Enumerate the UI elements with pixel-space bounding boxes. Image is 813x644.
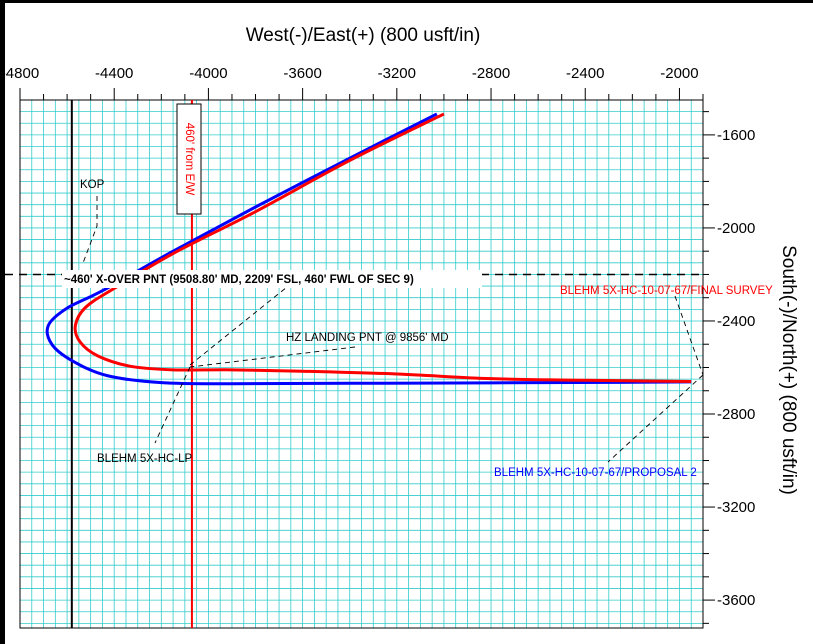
y-axis-title: South(-)/North(+) (800 usft/in) [778, 245, 799, 495]
final-survey-label: BLEHM 5X-HC-10-07-67/FINAL SURVEY [560, 285, 773, 297]
plot-frame [19, 99, 704, 629]
crossover-label: ~460' X-OVER PNT (9508.80' MD, 2209' FSL… [64, 274, 414, 286]
setback-label-text: 460' from E/W [183, 123, 195, 196]
x-tick-label: -3200 [378, 65, 416, 82]
x-tick-label: -4000 [189, 65, 227, 82]
y-tick-label: -3200 [717, 499, 755, 516]
x-tick-label: -4800 [1, 65, 39, 82]
y-tick-label: -1600 [717, 127, 755, 144]
x-axis-title: West(-)/East(+) (800 usft/in) [246, 25, 481, 46]
left-edge [0, 0, 5, 644]
x-tick-label: -2400 [566, 65, 604, 82]
final-survey-series-line [73, 112, 692, 383]
top-edge [0, 0, 813, 3]
proposal-label: BLEHM 5X-HC-10-07-67/PROPOSAL 2 [494, 467, 697, 479]
y-tick-label: -3600 [717, 592, 755, 609]
annotation-leader [607, 374, 704, 463]
landing-point-label: HZ LANDING PNT @ 9856' MD [286, 332, 449, 344]
x-tick-label: -3600 [283, 65, 321, 82]
x-tick-label: -2000 [660, 65, 698, 82]
crossover-label-bg [62, 270, 482, 288]
series [45, 112, 692, 386]
proposal-series-line [45, 112, 692, 386]
annotation-leader [154, 366, 191, 444]
annotation-leader [674, 295, 704, 376]
tick-labels: -4800 -4400 -4000 -3600 -3200 -2800 -2400 -2000… [1, 65, 756, 609]
axis-ticks [19, 88, 715, 624]
kop-label: KOP [80, 179, 105, 191]
x-tick-label: -4400 [95, 65, 133, 82]
annotation-leader [189, 282, 293, 366]
annotation-leader [189, 346, 356, 368]
annotation-leaders [82, 196, 704, 463]
landing-point-lp-label: BLEHM 5X-HC-LP [97, 453, 193, 465]
annotation-leader [82, 196, 98, 264]
y-tick-label: -2800 [717, 406, 755, 423]
setback-label-box [176, 103, 202, 215]
y-tick-label: -2000 [717, 220, 755, 237]
setback-label: 460' from E/W [176, 103, 202, 215]
x-tick-label: -2800 [472, 65, 510, 82]
y-tick-label: -2400 [717, 313, 755, 330]
